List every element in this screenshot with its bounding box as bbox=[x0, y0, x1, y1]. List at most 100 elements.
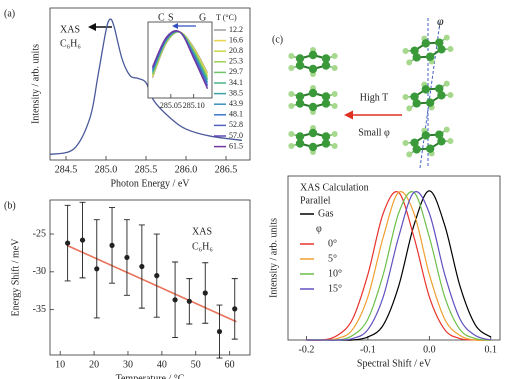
annotation: C₆H₆ bbox=[60, 38, 81, 49]
legend-label: 61.5 bbox=[229, 141, 243, 150]
x-tick-label: 285.10 bbox=[183, 101, 205, 110]
data-point bbox=[187, 299, 192, 304]
legend-label: 34.1 bbox=[229, 78, 243, 87]
carbon bbox=[309, 89, 317, 97]
data-point bbox=[217, 329, 222, 334]
carbon bbox=[322, 92, 330, 100]
hydrogen bbox=[288, 65, 294, 71]
hydrogen bbox=[332, 65, 338, 71]
x-tick-label: 40 bbox=[157, 359, 167, 370]
legend-label: 43.9 bbox=[229, 99, 243, 108]
hydrogen bbox=[447, 137, 455, 145]
carbon bbox=[296, 132, 304, 140]
legend-label: 15° bbox=[328, 283, 342, 294]
x-axis-label: Temperature / °C bbox=[116, 373, 185, 379]
carbon bbox=[309, 143, 317, 151]
hydrogen bbox=[332, 143, 338, 149]
annotation: XAS Calculation bbox=[300, 182, 369, 193]
hydrogen bbox=[288, 143, 294, 149]
benzene bbox=[400, 120, 456, 164]
legend-label: 29.7 bbox=[229, 67, 243, 76]
data-point bbox=[80, 237, 85, 242]
x-tick-label: 50 bbox=[191, 359, 201, 370]
x-tick-label: 284.5 bbox=[55, 164, 78, 175]
carbon bbox=[322, 132, 330, 140]
x-tick-label: 30 bbox=[123, 359, 133, 370]
x-tick-label: -0.2 bbox=[299, 344, 315, 355]
figure: 284.5285.0285.5286.0286.5Photon Energy /… bbox=[0, 0, 506, 379]
carbon bbox=[296, 54, 304, 62]
panel-label: (a) bbox=[4, 8, 15, 19]
y-axis-label: Energy Shift / meV bbox=[10, 238, 21, 317]
carbon bbox=[309, 51, 317, 59]
x-tick-label: 286.5 bbox=[215, 164, 238, 175]
data-point bbox=[94, 266, 99, 271]
y-tick-label: -35 bbox=[33, 304, 46, 315]
benzene bbox=[288, 85, 337, 115]
legend-label: 20.8 bbox=[229, 46, 243, 55]
legend-label: 25.3 bbox=[229, 57, 243, 66]
x-tick-label: 10 bbox=[55, 359, 65, 370]
legend-label: 57.0 bbox=[229, 131, 243, 140]
carbon bbox=[296, 92, 304, 100]
hydrogen bbox=[402, 47, 410, 55]
legend-label: 38.5 bbox=[229, 88, 243, 97]
annotation: XAS bbox=[60, 24, 80, 35]
benzene bbox=[288, 47, 337, 77]
panel-label: (b) bbox=[4, 200, 16, 211]
legend-label: 5° bbox=[328, 253, 337, 264]
y-tick-label: -25 bbox=[33, 228, 46, 239]
x-tick-label: 285.5 bbox=[135, 164, 158, 175]
x-axis-label: Spectral Shift / eV bbox=[357, 358, 432, 369]
annotation: C₆H₆ bbox=[192, 241, 213, 252]
hydrogen bbox=[332, 91, 338, 97]
hydrogen bbox=[332, 131, 338, 137]
annotation: Parallel bbox=[300, 195, 331, 206]
y-tick-label: -30 bbox=[33, 266, 46, 277]
annotation: G bbox=[199, 12, 206, 23]
benzene bbox=[288, 125, 337, 155]
y-axis-label: Intensity / arb. units bbox=[268, 218, 279, 298]
phi-label: φ bbox=[437, 14, 444, 28]
data-point bbox=[65, 240, 70, 245]
annotation: S bbox=[168, 12, 174, 23]
x-tick-label: 0.1 bbox=[485, 344, 498, 355]
hydrogen bbox=[288, 53, 294, 59]
hydrogen bbox=[447, 45, 455, 53]
data-point bbox=[109, 243, 114, 248]
legend-label: Gas bbox=[318, 208, 334, 219]
diagram-label: Small φ bbox=[358, 127, 390, 138]
annotation: XAS bbox=[192, 226, 212, 237]
legend-title: T (°C) bbox=[216, 13, 237, 22]
legend-label: 16.6 bbox=[229, 35, 243, 44]
legend-label: 52.8 bbox=[229, 120, 243, 129]
x-tick-label: 60 bbox=[225, 359, 235, 370]
x-tick-label: 20 bbox=[89, 359, 99, 370]
x-tick-label: 285.0 bbox=[95, 164, 118, 175]
x-tick-label: 0.0 bbox=[423, 344, 436, 355]
legend-label: 12.2 bbox=[229, 25, 243, 34]
carbon bbox=[309, 129, 317, 137]
data-point bbox=[203, 290, 208, 295]
data-point bbox=[154, 273, 159, 278]
legend-label: 48.1 bbox=[229, 110, 243, 119]
carbon bbox=[322, 54, 330, 62]
x-tick-label: 285.05 bbox=[160, 101, 182, 110]
data-point bbox=[232, 306, 237, 311]
carbon bbox=[309, 103, 317, 111]
data-point bbox=[172, 297, 177, 302]
carbon bbox=[309, 65, 317, 73]
data-point bbox=[124, 255, 129, 260]
hydrogen bbox=[332, 103, 338, 109]
x-axis-label: Photon Energy / eV bbox=[111, 178, 191, 189]
legend-label: 10° bbox=[328, 268, 342, 279]
hydrogen bbox=[288, 103, 294, 109]
hydrogen bbox=[288, 131, 294, 137]
hydrogen bbox=[332, 53, 338, 59]
legend-label: 0° bbox=[328, 238, 337, 249]
data-point bbox=[139, 264, 144, 269]
diagram-label: High T bbox=[360, 92, 388, 103]
x-tick-label: -0.1 bbox=[360, 344, 376, 355]
hydrogen bbox=[288, 91, 294, 97]
y-axis-label: Intensity / arb. units bbox=[30, 44, 41, 124]
